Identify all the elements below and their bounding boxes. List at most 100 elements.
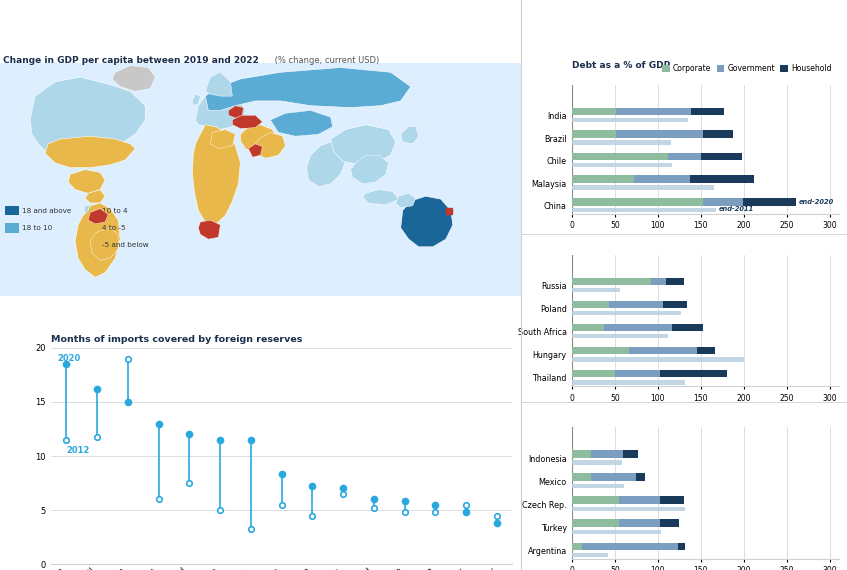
Bar (743, 198, 796, 206)
Bar (572, 163, 672, 168)
Bar (609, 300, 663, 308)
Bar (572, 507, 685, 511)
Polygon shape (270, 111, 333, 136)
Bar (702, 198, 743, 206)
Polygon shape (198, 220, 220, 239)
Polygon shape (401, 127, 418, 144)
Bar (702, 131, 733, 138)
Polygon shape (112, 66, 155, 91)
Polygon shape (351, 155, 389, 184)
Text: 18 and above: 18 and above (22, 207, 71, 214)
Text: -5 and below: -5 and below (102, 242, 149, 248)
Bar (619, 496, 661, 504)
Text: Months of imports covered by foreign reserves: Months of imports covered by foreign res… (51, 335, 302, 344)
Text: 18 to 10: 18 to 10 (22, 225, 53, 231)
Bar (572, 108, 617, 115)
Polygon shape (232, 115, 263, 129)
Bar (572, 370, 615, 377)
Bar (86, 223, 99, 233)
Polygon shape (363, 190, 399, 205)
Bar (634, 176, 689, 183)
Bar (572, 324, 605, 331)
Polygon shape (68, 169, 105, 193)
Bar (590, 450, 623, 458)
Polygon shape (86, 190, 105, 203)
Bar (572, 334, 668, 339)
Polygon shape (248, 144, 263, 157)
Bar (5, 223, 19, 233)
Bar (636, 473, 645, 481)
Bar (572, 311, 681, 315)
Text: Change in GDP per capita between 2019 and 2022: Change in GDP per capita between 2019 an… (3, 56, 258, 65)
Polygon shape (205, 72, 232, 96)
Bar (572, 553, 608, 557)
Text: end-2011: end-2011 (719, 206, 754, 212)
Bar (617, 131, 702, 138)
Bar (572, 185, 714, 190)
Bar (572, 118, 688, 123)
Bar (572, 543, 582, 550)
Bar (572, 300, 609, 308)
Bar (582, 543, 678, 550)
Polygon shape (241, 125, 279, 155)
Bar (700, 153, 742, 160)
Bar (572, 357, 744, 361)
Bar (572, 473, 590, 481)
Polygon shape (192, 125, 241, 225)
Bar (5, 206, 19, 215)
Bar (572, 288, 620, 292)
Bar (572, 496, 619, 504)
Bar (572, 131, 617, 138)
Bar (605, 324, 672, 331)
Polygon shape (196, 91, 246, 129)
Bar (689, 176, 754, 183)
Bar (572, 140, 671, 145)
Bar (678, 543, 685, 550)
Bar (86, 240, 99, 250)
Bar (572, 176, 634, 183)
Text: Higher debt payments will squeeze budgets
if global financial conditions tighten: Higher debt payments will squeeze budget… (531, 21, 766, 42)
Bar (572, 519, 619, 527)
Bar (696, 347, 716, 355)
Polygon shape (88, 209, 108, 224)
FancyBboxPatch shape (0, 63, 521, 296)
Polygon shape (256, 132, 285, 158)
Polygon shape (396, 193, 416, 207)
Bar (617, 108, 691, 115)
Polygon shape (30, 77, 145, 163)
Polygon shape (330, 125, 396, 165)
Polygon shape (307, 142, 346, 187)
Bar (672, 324, 703, 331)
Legend: Corporate, Government, Household: Corporate, Government, Household (659, 61, 834, 76)
Bar (572, 483, 624, 488)
Bar (590, 473, 636, 481)
Polygon shape (205, 67, 411, 111)
Polygon shape (210, 129, 235, 149)
Polygon shape (401, 196, 453, 247)
Bar (650, 278, 667, 285)
Bar (629, 347, 696, 355)
Text: 10 to 4: 10 to 4 (102, 207, 128, 214)
Bar (661, 496, 684, 504)
Text: 2020: 2020 (57, 354, 80, 363)
Polygon shape (45, 136, 136, 168)
Text: More than 50 states, largely EMDCs, will not recover their pre-pandemic
GDP per : More than 50 states, largely EMDCs, will… (4, 13, 377, 34)
Text: (% change, current USD): (% change, current USD) (273, 56, 379, 65)
Bar (619, 519, 661, 527)
Bar (691, 108, 724, 115)
Polygon shape (75, 203, 120, 278)
Bar (615, 370, 660, 377)
Polygon shape (90, 228, 119, 260)
Bar (572, 278, 650, 285)
Bar (572, 208, 717, 213)
Bar (667, 278, 684, 285)
Bar (572, 530, 662, 534)
Polygon shape (192, 94, 201, 105)
Text: end-2020: end-2020 (799, 199, 834, 205)
Bar (572, 198, 702, 206)
Bar (86, 206, 99, 215)
Text: 4 to -5: 4 to -5 (102, 225, 126, 231)
Bar (572, 380, 685, 385)
Polygon shape (229, 105, 243, 118)
Text: EMDC current account and foreign reserve positions are much stronger
than in the: EMDC current account and foreign reserve… (4, 308, 372, 329)
